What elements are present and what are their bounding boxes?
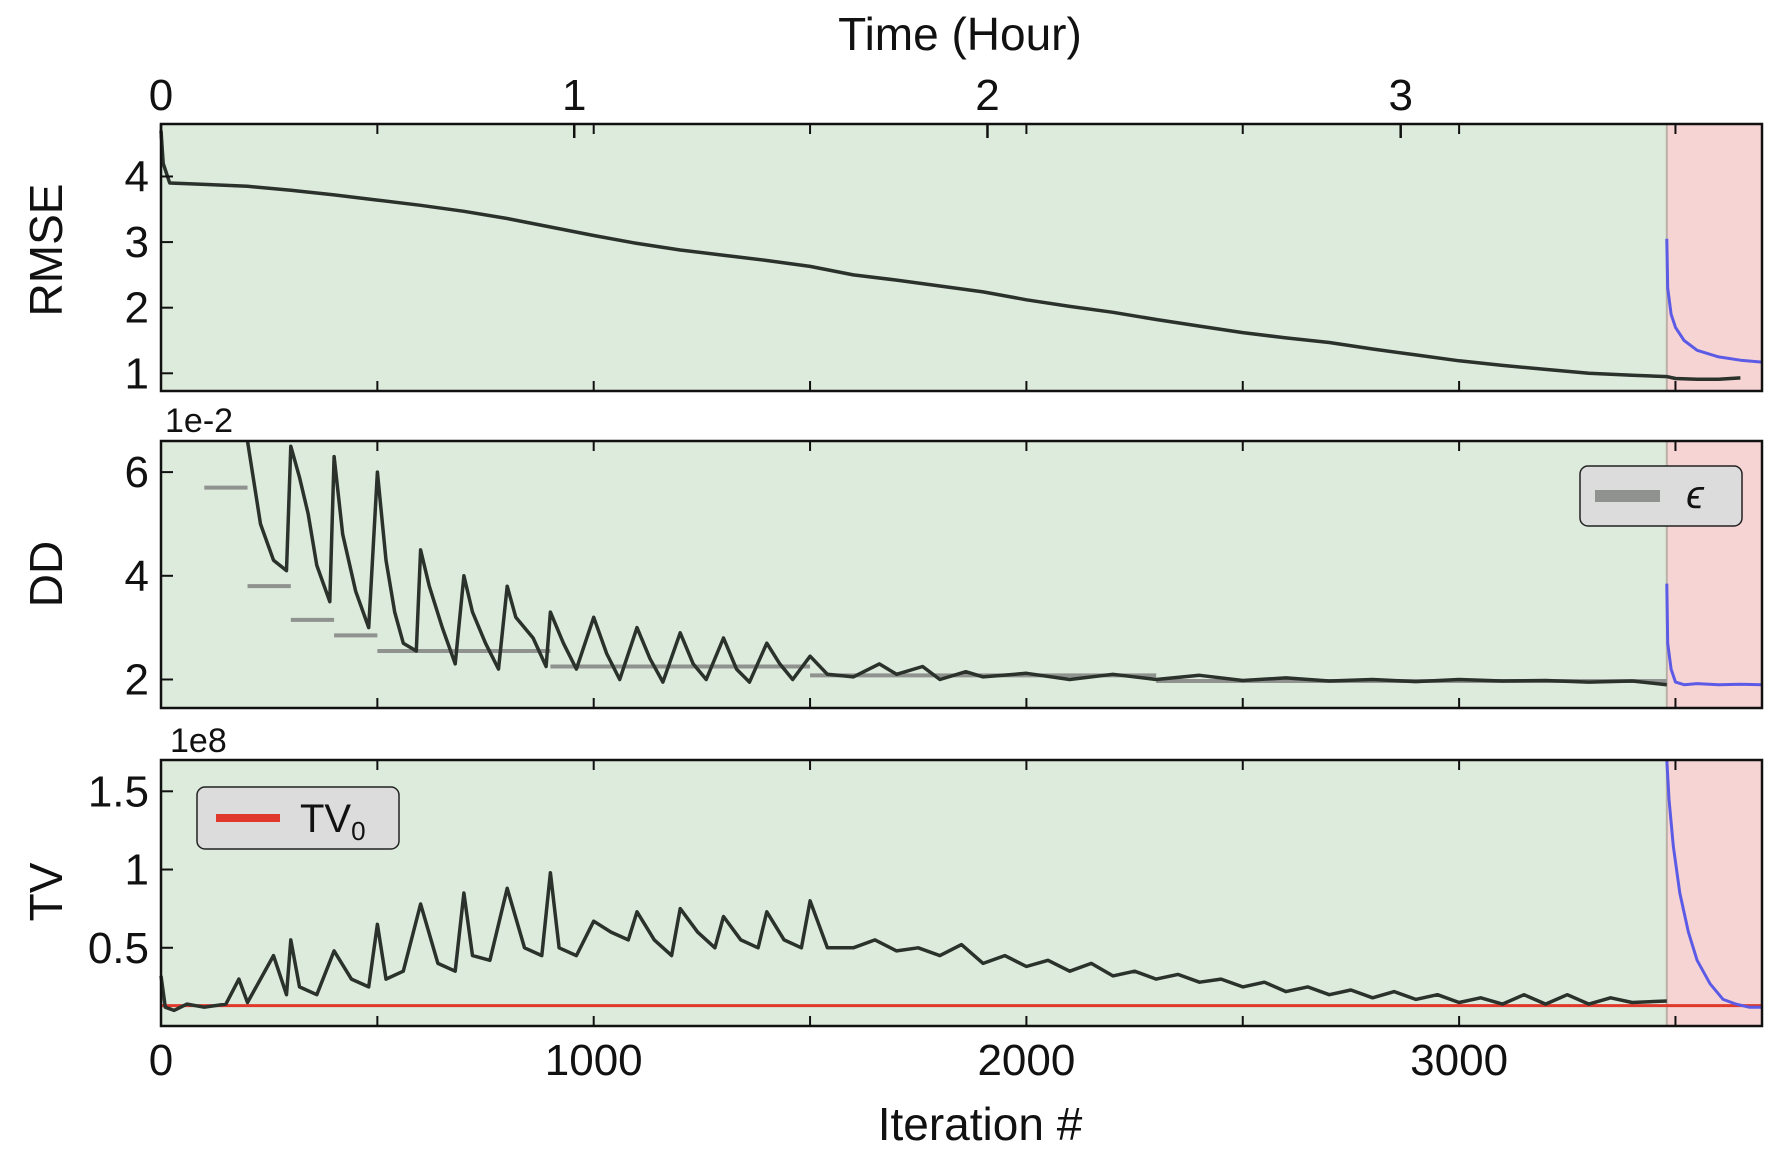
dd-axis-title: DD — [20, 541, 72, 607]
tv-y-tick-label: 1 — [125, 846, 149, 895]
tv-plot-frame — [159, 758, 1764, 1028]
panel-rmse: 1 2 3 40 1 2 3 — [125, 71, 1764, 398]
dd-exponent-label: 1e-2 — [165, 402, 233, 440]
tv-legend-box — [196, 786, 400, 850]
time-tick-label: 2 — [975, 71, 999, 120]
x-tick-label: 3000 — [1410, 1036, 1508, 1085]
dd-y-tick-label: 4 — [125, 552, 149, 601]
dd-region-training — [161, 441, 1667, 708]
top-axis-title: Time (Hour) — [838, 8, 1082, 60]
dd-y-tick-label: 6 — [125, 448, 149, 497]
tv-finetune-series-line — [1665, 759, 1762, 1009]
dd-y-tick-label: 2 — [125, 655, 149, 704]
tv-exponent-label: 1e8 — [170, 722, 227, 760]
x-tick-label: 0 — [149, 1036, 173, 1085]
dd-finetune-series-line — [1665, 583, 1763, 687]
tv-region-finetune — [1666, 760, 1762, 1026]
tv-y-tick-label: 0.5 — [88, 924, 149, 973]
bottom-axis-title: Iteration # — [878, 1098, 1083, 1150]
x-tick-label: 2000 — [977, 1036, 1075, 1085]
rmse-y-tick-label: 2 — [125, 284, 149, 333]
tv-axis-title: TV — [20, 862, 72, 921]
time-tick-label: 0 — [149, 71, 173, 120]
dd-plot-frame — [159, 439, 1764, 710]
tv-region-training — [161, 760, 1667, 1026]
x-tick-label: 1000 — [545, 1036, 643, 1085]
tv-main-series-line — [159, 870, 1667, 1013]
rmse-axis-title: RMSE — [20, 184, 72, 317]
epsilon-legend-label: ϵ — [1686, 473, 1705, 517]
rmse-y-tick-label: 3 — [125, 218, 149, 267]
time-tick-label: 1 — [562, 71, 586, 120]
dd-legend-box — [1579, 465, 1743, 527]
time-tick-label: 3 — [1388, 71, 1412, 120]
rmse-main-series-line — [159, 130, 1741, 381]
rmse-region-training — [161, 124, 1667, 391]
dd-main-series-line — [245, 440, 1667, 687]
rmse-region-finetune — [1666, 124, 1762, 391]
rmse-plot-frame — [159, 122, 1764, 393]
tv-y-tick-label: 1.5 — [88, 767, 149, 816]
rmse-y-tick-label: 4 — [125, 152, 149, 201]
rmse-y-tick-label: 1 — [125, 349, 149, 398]
panel-dd: 2 4 6 ϵ — [125, 439, 1764, 710]
rmse-finetune-series-line — [1665, 238, 1763, 364]
